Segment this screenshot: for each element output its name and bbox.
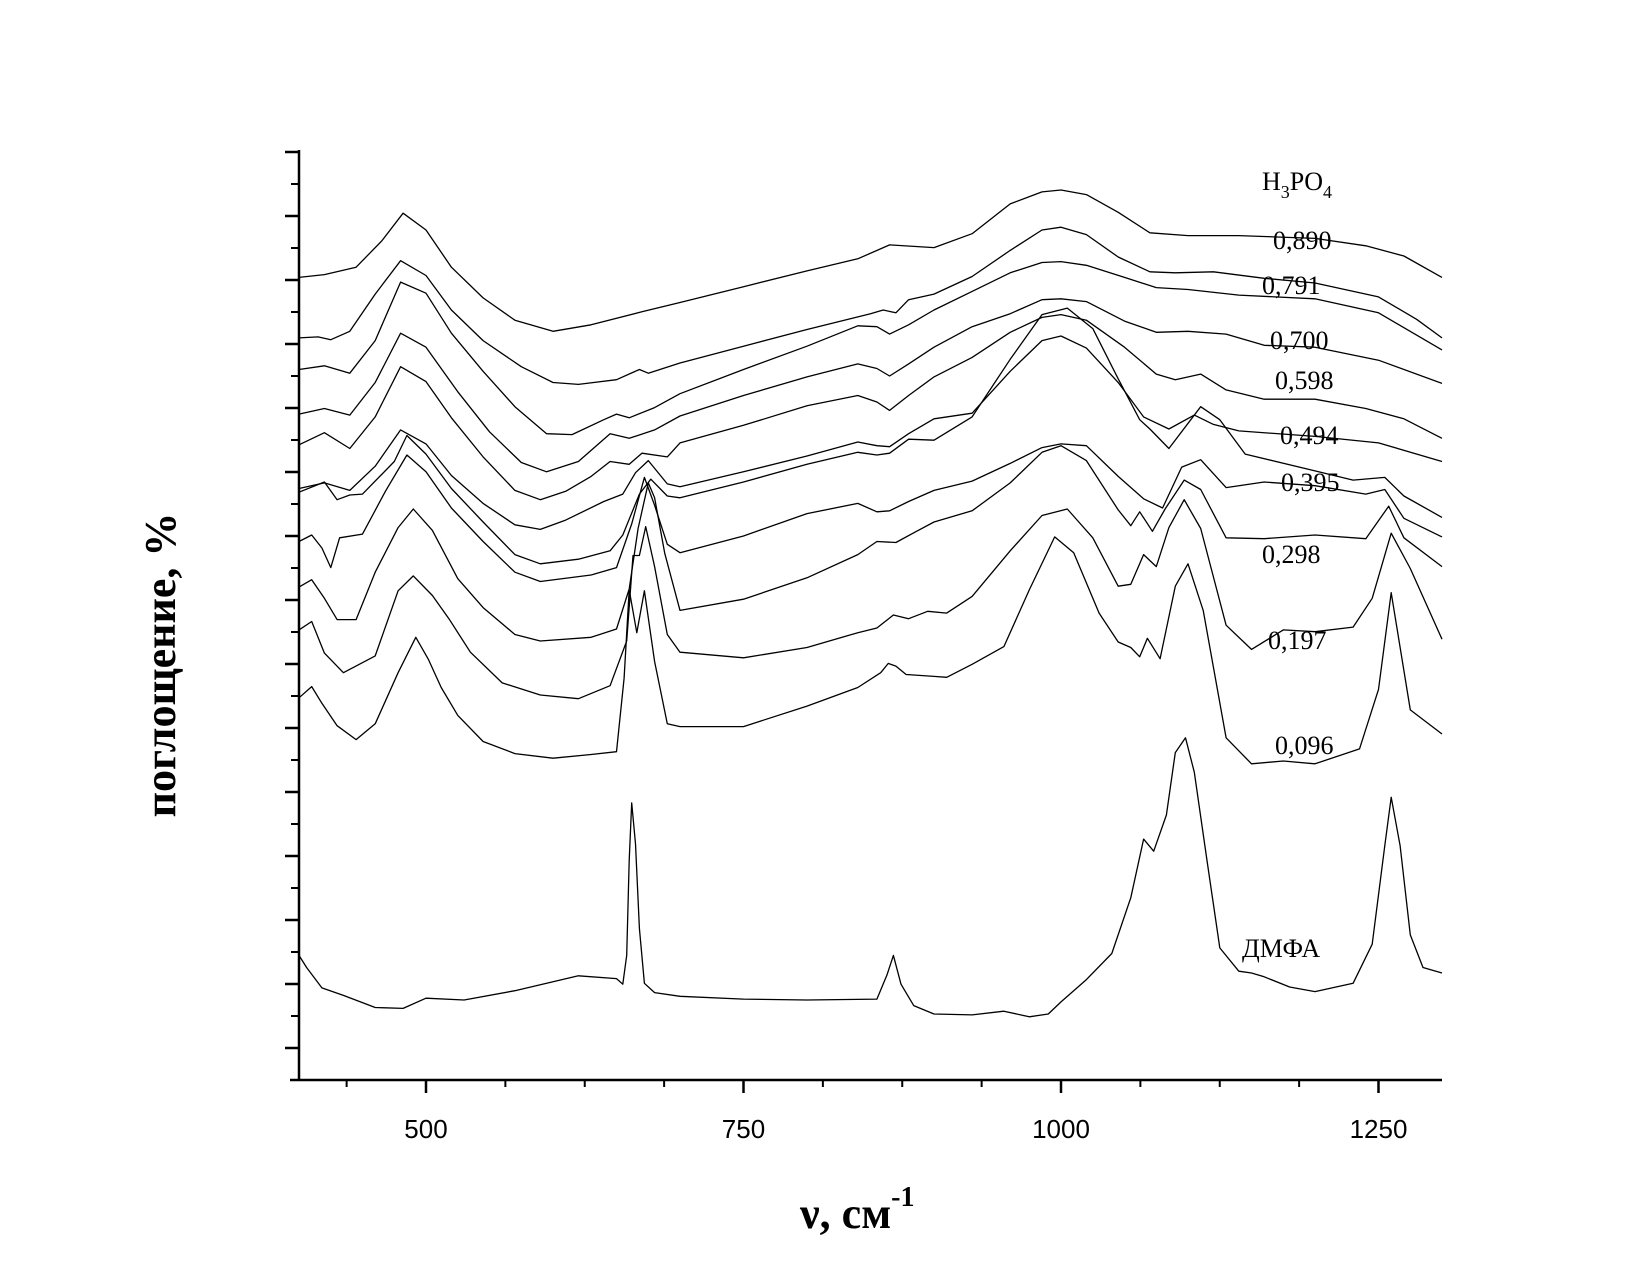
x-tick-label: 500 xyxy=(404,1114,447,1144)
series-label-part: 3 xyxy=(1281,182,1290,202)
series-label-3: 0,791 xyxy=(1262,271,1321,300)
series-label-part: H xyxy=(1262,167,1281,196)
y-axis-title: поглощение, % xyxy=(136,513,185,818)
x-tick-label: 1000 xyxy=(1032,1114,1090,1144)
x-axis-title: ν, см-1 xyxy=(799,1182,915,1238)
spectrum-line-8 xyxy=(298,443,1443,583)
series-label-2: 0,890 xyxy=(1273,226,1332,255)
series-label-1: H3PO4 xyxy=(1262,167,1332,202)
spectrum-line-3 xyxy=(298,260,1443,436)
x-axis-title-text: ν, см xyxy=(799,1189,891,1238)
series-label-10: 0,096 xyxy=(1275,731,1334,760)
spectrum-line-7 xyxy=(298,307,1443,565)
x-tick-label: 1250 xyxy=(1350,1114,1408,1144)
x-tick-labels: 500 750 1000 1250 xyxy=(404,1114,1407,1144)
spectrum-line-5 xyxy=(298,313,1443,501)
series-label-11: ДМФА xyxy=(1242,934,1320,963)
series-label-9: 0,197 xyxy=(1268,626,1327,655)
axes xyxy=(285,150,1442,1093)
series-label-8: 0,298 xyxy=(1262,540,1321,569)
spectrum-line-11 xyxy=(298,536,1443,765)
spectrum-line-4 xyxy=(298,298,1443,473)
spectrum-line-1 xyxy=(298,189,1443,332)
spectrum-line-6 xyxy=(298,335,1443,531)
spectrum-curves xyxy=(298,189,1443,1018)
series-label-5: 0,598 xyxy=(1275,366,1334,395)
spectrum-line-12 xyxy=(298,737,1443,1018)
series-labels: H3PO4 0,890 0,791 0,700 0,598 0,494 0,395 0,298… xyxy=(1242,167,1340,963)
spectrum-line-9 xyxy=(298,445,1443,642)
series-label-7: 0,395 xyxy=(1281,468,1340,497)
series-label-part: PO xyxy=(1290,167,1323,196)
series-label-6: 0,494 xyxy=(1280,421,1339,450)
spectrum-line-10 xyxy=(298,499,1443,700)
x-axis-title-superscript: -1 xyxy=(891,1182,914,1213)
series-label-4: 0,700 xyxy=(1270,326,1329,355)
series-label-part: 4 xyxy=(1323,182,1332,202)
x-tick-label: 750 xyxy=(722,1114,765,1144)
spectrum-line-2 xyxy=(298,226,1443,386)
